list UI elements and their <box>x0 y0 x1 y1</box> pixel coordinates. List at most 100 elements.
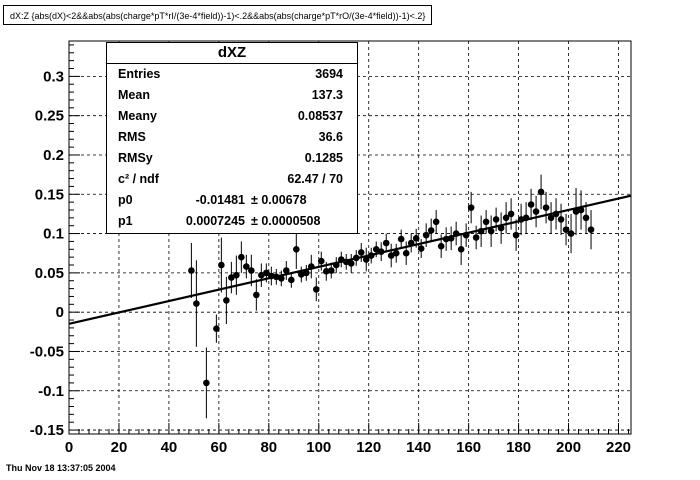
marker <box>562 226 570 233</box>
stats-row-p0: p0 -0.01481 ± 0.00678 <box>107 190 357 211</box>
data-point <box>228 261 235 294</box>
marker <box>357 249 365 256</box>
marker <box>327 267 335 274</box>
fit-line <box>68 194 632 325</box>
data-point <box>253 279 260 311</box>
data-point <box>377 242 385 262</box>
marker <box>188 267 195 274</box>
marker <box>427 227 435 234</box>
marker <box>432 218 440 226</box>
data-point <box>263 263 270 283</box>
mean-value: 137.3 <box>311 88 343 102</box>
y-tick-label: 0.1 <box>43 226 64 243</box>
data-point <box>243 254 250 279</box>
data-point <box>258 263 265 288</box>
data-point <box>527 188 535 221</box>
data-point <box>437 234 445 258</box>
x-tick-label: 120 <box>356 439 381 456</box>
x-tick-label: 40 <box>161 439 178 456</box>
marker <box>223 297 230 304</box>
y-tick-labels: -0.15 -0.1 -0.05 0 0.05 0.1 0.15 0.2 0.25 0.3 <box>30 68 64 439</box>
data-point <box>487 215 495 247</box>
data-point <box>307 254 315 279</box>
marker <box>467 204 475 211</box>
marker <box>292 245 300 253</box>
data-point <box>442 227 450 251</box>
data-point <box>497 212 505 244</box>
x-tick-label: 180 <box>506 439 531 456</box>
data-point <box>532 195 540 228</box>
marker <box>542 204 550 211</box>
stats-title: dXZ <box>107 43 357 64</box>
marker <box>233 271 240 279</box>
data-point <box>397 229 405 249</box>
data-point <box>542 191 550 224</box>
data-point <box>412 228 420 248</box>
data-point <box>367 247 375 264</box>
marker <box>557 216 565 223</box>
data-point <box>577 190 585 230</box>
rms-label: RMS <box>118 130 146 144</box>
data-point <box>292 229 300 269</box>
x-tick-label: 0 <box>65 439 73 456</box>
x-tick-label: 200 <box>556 439 581 456</box>
marker <box>522 214 530 222</box>
marker <box>587 226 595 233</box>
x-tick-label: 80 <box>260 439 277 456</box>
marker <box>447 234 455 242</box>
marker <box>402 249 410 257</box>
data-point <box>327 262 335 279</box>
data-point <box>582 202 590 234</box>
stats-row-mean: Mean 137.3 <box>107 85 357 106</box>
data-point <box>572 187 580 236</box>
marker <box>437 242 445 250</box>
marker <box>572 208 580 215</box>
marker <box>462 231 470 239</box>
data-point <box>392 243 400 263</box>
mean-label: Mean <box>118 88 150 102</box>
marker <box>567 230 575 237</box>
data-point <box>362 247 370 272</box>
data-point <box>283 261 290 280</box>
plot-cut-title: dX:Z {abs(dX)<2&&abs(abs(charge*pT*rI/(3… <box>3 5 433 25</box>
p1-value: 0.0007245 <box>185 214 245 228</box>
marker <box>362 256 370 263</box>
data-point <box>332 257 340 273</box>
data-point <box>452 221 460 246</box>
x-tick-label: 160 <box>456 439 481 456</box>
timestamp: Thu Nov 18 13:37:05 2004 <box>6 463 116 473</box>
x-tick-labels: 0 20 40 60 80 100 120 140 160 180 200 220 <box>65 439 631 456</box>
marker <box>517 216 525 223</box>
marker <box>382 239 390 247</box>
data-point <box>507 198 515 230</box>
stats-row-chi2: c² / ndf 62.47 / 70 <box>107 169 357 190</box>
data-point <box>382 233 390 253</box>
marker <box>397 235 405 243</box>
p0-value: -0.01481 <box>195 193 245 207</box>
marker <box>297 271 305 278</box>
marker <box>342 258 350 266</box>
marker <box>273 273 280 281</box>
x-tick-label: 60 <box>211 439 228 456</box>
marker <box>472 234 480 241</box>
p0-error: ± 0.00678 <box>251 193 307 207</box>
marker <box>193 300 200 307</box>
marker <box>288 276 295 284</box>
y-tick-label: -0.1 <box>38 383 64 400</box>
data-point <box>268 266 275 286</box>
y-tick-label: -0.05 <box>30 343 64 360</box>
data-point <box>492 207 500 232</box>
y-tick-label: 0.2 <box>43 147 64 164</box>
marker <box>243 263 250 270</box>
marker <box>482 218 490 226</box>
stats-row-rms: RMS 36.6 <box>107 127 357 148</box>
data-point <box>407 233 415 253</box>
marker <box>347 260 355 267</box>
marker <box>452 230 460 237</box>
marker <box>417 245 425 252</box>
marker <box>317 257 325 265</box>
marker <box>527 201 535 208</box>
marker <box>507 210 515 218</box>
data-point <box>188 243 195 299</box>
